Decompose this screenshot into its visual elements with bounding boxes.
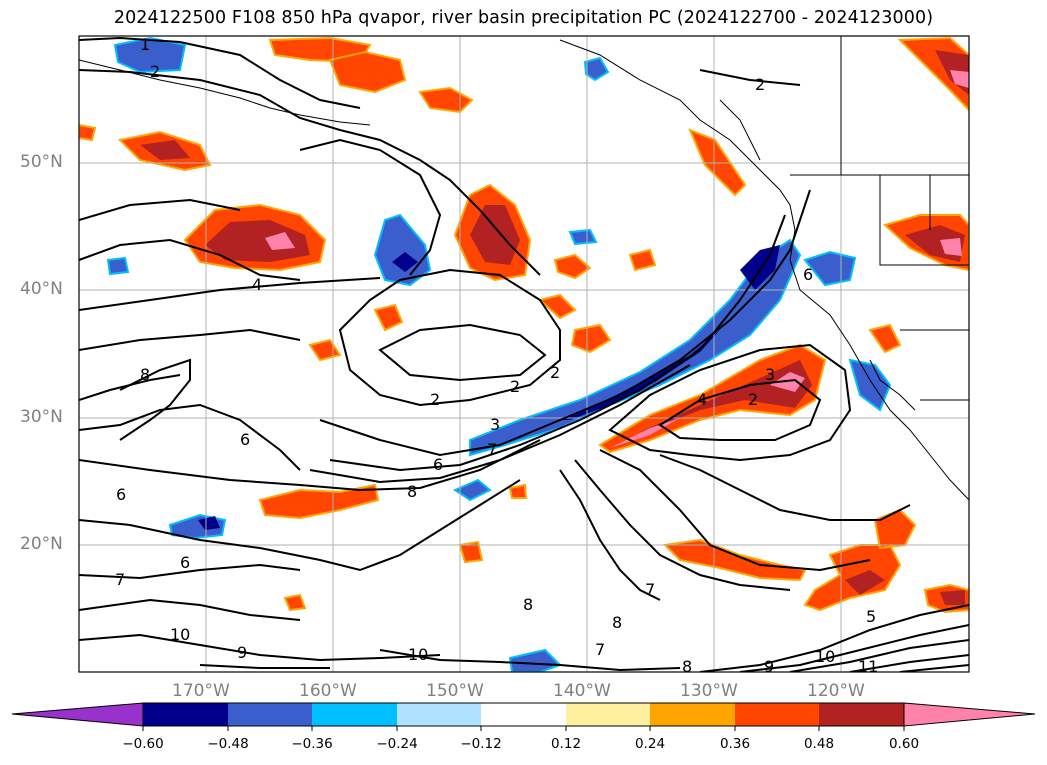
colorbar-tick-label: −0.12 [460, 736, 502, 752]
lon-label: 160°W [299, 681, 357, 701]
colorbar-swatch [143, 703, 228, 726]
contour-label: 6 [180, 553, 190, 572]
contour-label: 8 [407, 482, 417, 501]
contour-label: 6 [116, 485, 126, 504]
colorbar-tick-label: 0.12 [550, 736, 582, 752]
contour-label: 2 [550, 363, 560, 382]
contour-label: 2 [150, 62, 160, 81]
colorbar-tick-label: −0.24 [376, 736, 418, 752]
contour-label: 8 [612, 613, 622, 632]
contour-label: 9 [764, 657, 774, 676]
lon-label: 150°W [426, 681, 484, 701]
contour-label: 1 [140, 35, 150, 54]
lat-label: 50°N [20, 152, 63, 172]
contour-label: 6 [803, 265, 813, 284]
lat-label: 20°N [20, 534, 63, 554]
colorbar-swatch [312, 703, 397, 726]
contour-label: 7 [115, 570, 125, 589]
plot-background [79, 36, 969, 672]
colorbar-tick-label: 0.24 [634, 736, 666, 752]
precip-pc-fill [79, 36, 969, 672]
colorbar-tick-label: −0.60 [122, 736, 164, 752]
contour-label: 8 [682, 657, 692, 676]
contour-label: 7 [645, 580, 655, 599]
colorbar-swatch [819, 703, 904, 726]
contour-label: 2 [755, 75, 765, 94]
colorbar-swatch [228, 703, 312, 726]
contour-label: 2 [510, 377, 520, 396]
lon-label: 140°W [553, 681, 611, 701]
qvapor-contours [79, 36, 969, 672]
colorbar-extend-high [903, 702, 1036, 727]
contour-labels: 1 2 2 2 2 2 2 3 3 4 4 5 6 6 6 6 6 7 7 7 … [115, 35, 878, 676]
lon-label: 130°W [680, 681, 738, 701]
lon-label: 170°W [172, 681, 230, 701]
contour-label: 8 [140, 365, 150, 384]
colorbar-swatch [566, 703, 650, 726]
contour-label: 8 [523, 595, 533, 614]
contour-label: 3 [490, 415, 500, 434]
contour-label: 11 [858, 657, 878, 676]
lat-label: 40°N [20, 279, 63, 299]
contour-label: 7 [487, 440, 497, 459]
colorbar-swatch [481, 703, 566, 726]
colorbar-tick-label: −0.36 [291, 736, 333, 752]
contour-label: 9 [237, 643, 247, 662]
map-title: 2024122500 F108 850 hPa qvapor, river ba… [113, 8, 934, 28]
colorbar-tick-label: 0.36 [719, 736, 751, 752]
gridlines [79, 36, 969, 672]
colorbar-swatch [735, 703, 819, 726]
contour-label: 2 [748, 390, 758, 409]
colorbar-swatch [397, 703, 481, 726]
lat-label: 30°N [20, 407, 63, 427]
colorbar-extend-low [11, 702, 144, 727]
contour-label: 2 [430, 390, 440, 409]
contour-label: 10 [170, 625, 190, 644]
plot-frame [78, 35, 970, 673]
contour-label: 3 [765, 365, 775, 384]
contour-label: 4 [697, 390, 707, 409]
colorbar [11, 702, 1036, 731]
contour-label: 4 [252, 275, 262, 294]
contour-label: 6 [433, 455, 443, 474]
contour-label: 10 [815, 647, 835, 666]
contour-label: 7 [595, 640, 605, 659]
contour-label: 6 [240, 430, 250, 449]
colorbar-tick-label: 0.48 [803, 736, 835, 752]
contour-label: 10 [408, 645, 428, 664]
colorbar-tick-label: −0.48 [207, 736, 249, 752]
contour-label: 5 [866, 607, 876, 626]
colorbar-tick-label: 0.60 [888, 736, 920, 752]
lon-label: 120°W [807, 681, 865, 701]
colorbar-swatch [650, 703, 735, 726]
